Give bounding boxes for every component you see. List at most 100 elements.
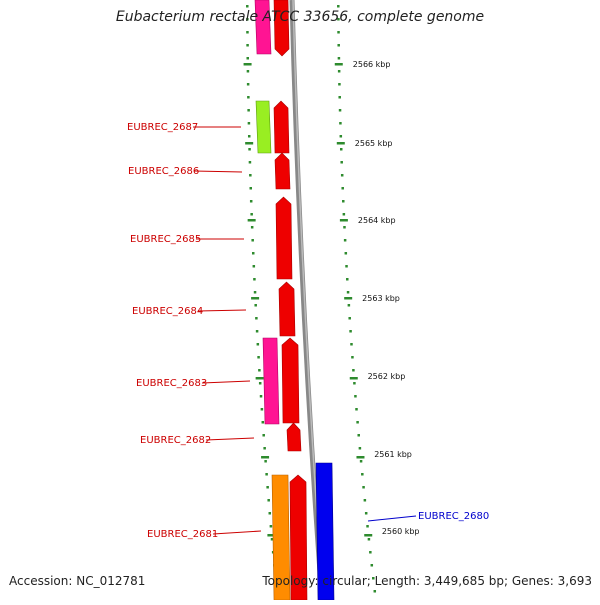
ring-dot bbox=[369, 551, 372, 554]
label-leader-line bbox=[205, 437, 255, 441]
ring-dot bbox=[246, 57, 249, 60]
ring-dot bbox=[269, 525, 273, 528]
accession-text: Accession: NC_012781 bbox=[9, 574, 146, 588]
topology-text: Topology: circular; Length: 3,449,685 bp… bbox=[262, 574, 592, 588]
label-leader-line bbox=[201, 380, 251, 384]
ring-dot bbox=[260, 408, 264, 411]
ring-dot bbox=[262, 434, 265, 437]
ring-dot bbox=[251, 239, 254, 242]
ring-dot bbox=[358, 447, 362, 450]
ring-dot bbox=[339, 135, 343, 138]
gene-label: EUBREC_2685 bbox=[130, 234, 201, 245]
ring-dot bbox=[356, 421, 359, 424]
ring-dot bbox=[357, 434, 360, 437]
gene-arrow-red bbox=[275, 196, 293, 280]
gene-label: EUBREC_2687 bbox=[127, 122, 198, 133]
ring-dot bbox=[266, 486, 269, 489]
ring-dot bbox=[345, 265, 348, 268]
ring-dot bbox=[338, 83, 341, 86]
ring-dot bbox=[337, 31, 340, 34]
gene-block-pink bbox=[254, 0, 272, 55]
ring-dot bbox=[246, 70, 250, 73]
ring-dot bbox=[367, 538, 371, 541]
ring-dot bbox=[339, 122, 342, 125]
gene-track bbox=[254, 0, 335, 601]
ring-dot bbox=[255, 317, 258, 320]
scale-label: 2562 kbp bbox=[368, 372, 406, 381]
ring-dot bbox=[252, 265, 256, 268]
ring-tick bbox=[247, 219, 256, 222]
ring-dot bbox=[257, 356, 260, 359]
gene-label: EUBREC_2684 bbox=[132, 306, 203, 317]
ring-dot bbox=[247, 109, 250, 112]
ring-dot bbox=[255, 330, 259, 333]
ring-dot bbox=[347, 304, 351, 307]
gene-arrow-red bbox=[273, 100, 290, 154]
gene-label: EUBREC_2681 bbox=[147, 529, 218, 540]
label-leader-line bbox=[193, 170, 243, 173]
ring-dot bbox=[372, 577, 375, 580]
ring-dot bbox=[337, 18, 340, 21]
ring-dot bbox=[343, 226, 346, 229]
ring-dot bbox=[364, 512, 368, 515]
ring-tick bbox=[344, 297, 353, 300]
ring-dot bbox=[247, 122, 251, 125]
ring-tick bbox=[261, 456, 270, 459]
ring-tick bbox=[243, 63, 252, 66]
ring-dot bbox=[350, 343, 353, 346]
scale-label: 2564 kbp bbox=[358, 216, 396, 225]
ring-dot bbox=[337, 70, 341, 73]
ring-dot bbox=[263, 447, 266, 450]
dotted-ring-left bbox=[243, 5, 279, 593]
gene-label: EUBREC_2680 bbox=[418, 511, 489, 522]
ring-dot bbox=[344, 252, 348, 255]
ring-dot bbox=[247, 135, 251, 138]
scale-label: 2563 kbp bbox=[362, 294, 400, 303]
ring-dot bbox=[251, 252, 255, 255]
ring-dot bbox=[267, 499, 270, 502]
label-leader-line bbox=[212, 530, 262, 535]
label-leader-line bbox=[367, 515, 417, 522]
ring-dot bbox=[346, 291, 350, 294]
ring-tick bbox=[245, 142, 254, 145]
ring-dot bbox=[338, 109, 342, 112]
gene-arrow-red bbox=[278, 281, 296, 337]
ring-dot bbox=[265, 473, 268, 476]
ring-tick bbox=[356, 456, 365, 459]
ring-tick bbox=[336, 142, 345, 145]
scale-label: 2560 kbp bbox=[382, 527, 420, 536]
ring-dot bbox=[246, 18, 249, 21]
ring-dot bbox=[349, 330, 352, 333]
gene-arrow-red bbox=[274, 152, 291, 190]
ring-dot bbox=[339, 148, 343, 151]
ring-dot bbox=[246, 5, 249, 8]
ring-dot bbox=[346, 278, 349, 281]
ring-dot bbox=[340, 174, 344, 177]
ring-dot bbox=[259, 395, 263, 398]
ring-dot bbox=[256, 343, 260, 346]
ring-dot bbox=[363, 499, 367, 502]
ring-dot bbox=[343, 239, 347, 242]
ring-dot bbox=[337, 57, 341, 60]
ring-dot bbox=[348, 317, 351, 320]
ring-dot bbox=[248, 148, 251, 151]
ring-tick bbox=[349, 377, 358, 380]
ring-dot bbox=[373, 590, 377, 593]
ring-dot bbox=[341, 187, 344, 190]
ring-tick bbox=[251, 297, 260, 300]
ring-dot bbox=[359, 460, 363, 463]
label-leader-line bbox=[197, 309, 247, 312]
ring-dot bbox=[246, 83, 250, 86]
ring-dot bbox=[337, 44, 340, 47]
ring-tick bbox=[364, 534, 373, 537]
ring-dot bbox=[250, 226, 254, 229]
ring-dot bbox=[353, 382, 356, 385]
ring-dot bbox=[361, 473, 364, 476]
gene-label: EUBREC_2682 bbox=[140, 435, 211, 446]
ring-dot bbox=[249, 200, 253, 203]
ring-dot bbox=[249, 187, 253, 190]
dotted-ring-right bbox=[334, 5, 377, 593]
gene-label: EUBREC_2686 bbox=[128, 166, 199, 177]
ring-dot bbox=[337, 5, 340, 8]
